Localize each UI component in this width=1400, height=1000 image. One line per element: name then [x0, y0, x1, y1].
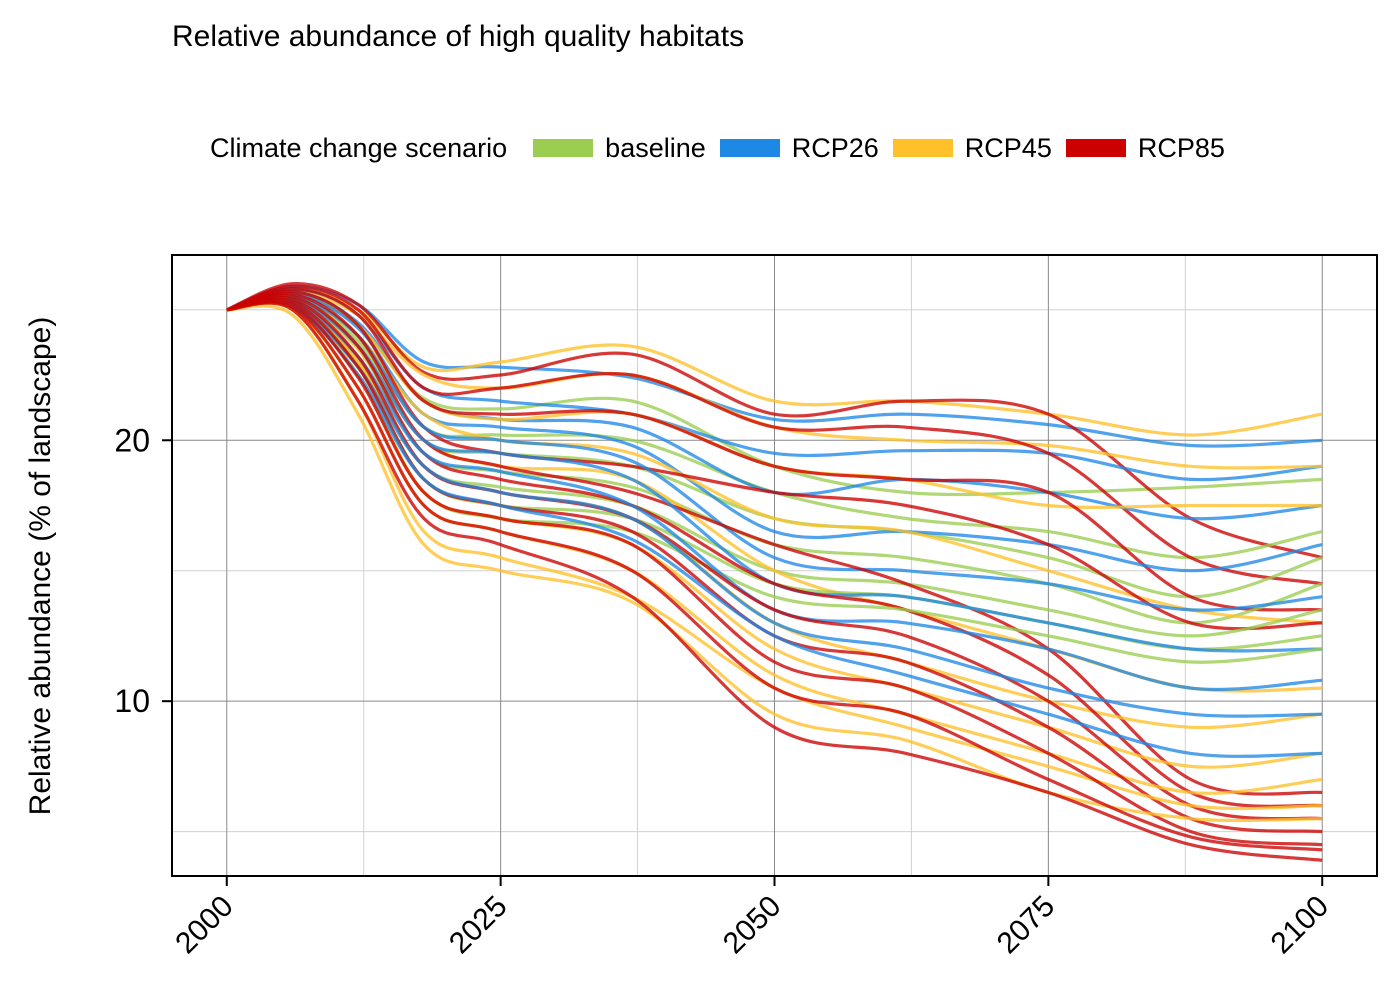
y-axis-label: Relative abundance (% of landscape) [24, 317, 57, 816]
series-lines [226, 282, 1323, 862]
legend-item-rcp26: RCP26 [719, 132, 879, 164]
series-line-rcp85-run-1 [226, 282, 1323, 560]
series-line-rcp85-run-7 [226, 295, 1323, 821]
series-line-rcp85-run-10 [226, 300, 1323, 852]
series-line-rcp85-run-11 [226, 301, 1323, 862]
legend: Climate change scenario baseline RCP26 R… [210, 130, 1239, 166]
legend-swatch-rcp45 [892, 139, 953, 157]
x-tick-label: 2100 [1265, 890, 1336, 961]
series-line-rcp85-run-4 [226, 289, 1323, 631]
legend-swatch-rcp26 [719, 139, 780, 157]
x-tick-label: 2050 [717, 890, 788, 961]
series-line-rcp85-run-3 [226, 287, 1323, 612]
series-line-rcp26-run-3 [226, 289, 1323, 521]
y-tick-label: 20 [114, 422, 150, 458]
legend-swatch-baseline [533, 139, 594, 157]
chart-title: Relative abundance of high quality habit… [172, 20, 745, 53]
x-tick-label: 2075 [991, 890, 1062, 961]
series-line-rcp85-run-8 [226, 297, 1323, 834]
series-line-rcp85-run-9 [226, 298, 1323, 847]
x-tick-label: 2000 [169, 890, 240, 961]
series-line-rcp85-run-6 [226, 293, 1323, 808]
legend-title: Climate change scenario [210, 132, 508, 163]
x-tick-label: 2025 [443, 890, 514, 961]
series-line-rcp85-run-5 [226, 291, 1323, 796]
legend-label-baseline: baseline [605, 132, 706, 163]
series-line-rcp85-run-2 [226, 284, 1323, 586]
legend-label-rcp85: RCP85 [1137, 132, 1225, 163]
legend-item-baseline: baseline [533, 133, 706, 164]
y-tick-label: 10 [114, 683, 150, 719]
legend-label-rcp45: RCP45 [964, 132, 1052, 163]
legend-item-rcp45: RCP45 [892, 132, 1052, 164]
legend-item-rcp85: RCP85 [1065, 132, 1225, 164]
legend-swatch-rcp85 [1065, 139, 1126, 157]
legend-label-rcp26: RCP26 [791, 132, 879, 163]
